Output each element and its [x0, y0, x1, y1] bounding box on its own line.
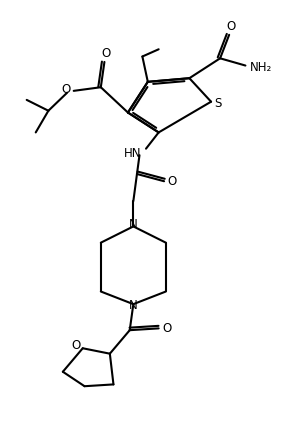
Text: O: O — [61, 83, 70, 95]
Text: S: S — [215, 97, 222, 110]
Text: N: N — [129, 218, 138, 231]
Text: O: O — [226, 20, 236, 33]
Text: O: O — [71, 339, 80, 352]
Text: O: O — [167, 175, 177, 188]
Text: N: N — [129, 300, 138, 312]
Text: NH₂: NH₂ — [249, 61, 272, 74]
Text: HN: HN — [124, 147, 141, 160]
Text: O: O — [102, 47, 111, 61]
Text: O: O — [162, 322, 171, 335]
